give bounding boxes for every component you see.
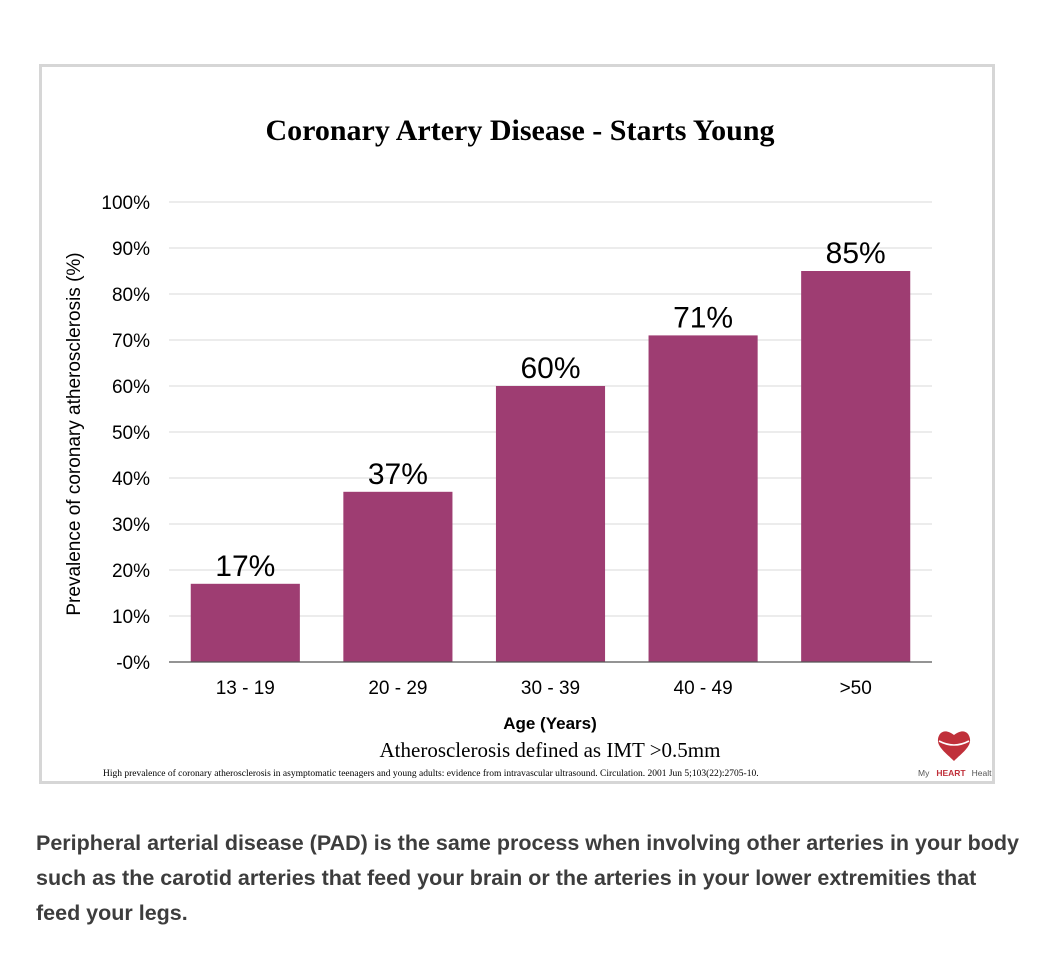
data-label: 17% [215,550,275,583]
chart-frame: Coronary Artery Disease - Starts Young -… [39,64,995,784]
bar [343,491,453,662]
bar [648,335,758,662]
data-label: 85% [826,237,886,270]
x-tick-label: 30 - 39 [521,678,580,699]
data-labels: 17% 37% 60% 71% 85% [215,237,885,583]
y-tick-label: 50% [112,423,150,444]
bar-chart: Coronary Artery Disease - Starts Young -… [64,114,992,780]
svg-text:My HEART Healt: My HEART Health [918,763,992,780]
x-tick-label: >50 [840,678,872,699]
logo-brand: HEART [936,768,966,778]
caption-paragraph: Peripheral arterial disease (PAD) is the… [36,831,1019,925]
x-axis-label: Age (Years) [503,714,597,733]
heart-icon [937,731,971,761]
y-tick-label: 40% [112,469,150,490]
bars [190,271,911,662]
bar [190,583,300,662]
y-tick-label: 80% [112,285,150,306]
definition-note: Atherosclerosis defined as IMT >0.5mm [380,738,721,762]
data-label: 37% [368,458,428,491]
y-tick-label: 20% [112,561,150,582]
x-tick-label: 20 - 29 [368,678,427,699]
logo-prefix: My [918,768,930,778]
logo-suffix: Health [972,768,992,778]
y-tick-label: 90% [112,239,150,260]
chart-title: Coronary Artery Disease - Starts Young [265,114,774,147]
y-axis-ticks: -0% 10% 20% 30% 40% 50% 60% 70% 80% 90% 100% [101,193,150,674]
y-tick-label: 70% [112,331,150,352]
x-tick-label: 40 - 49 [674,678,733,699]
data-label: 71% [673,301,733,334]
y-tick-label: 10% [112,607,150,628]
y-tick-label: 100% [101,193,150,214]
y-tick-label: -0% [116,653,150,674]
bar [801,271,911,662]
logo: My HEART Health [918,731,992,780]
y-tick-label: 60% [112,377,150,398]
y-tick-label: 30% [112,515,150,536]
data-label: 60% [520,352,580,385]
bar [495,386,606,662]
x-axis-ticks: 13 - 19 20 - 29 30 - 39 40 - 49 >50 [216,678,872,699]
citation: High prevalence of coronary atherosclero… [103,768,759,779]
y-axis-label: Prevalence of coronary atherosclerosis (… [64,252,85,615]
x-tick-label: 13 - 19 [216,678,275,699]
